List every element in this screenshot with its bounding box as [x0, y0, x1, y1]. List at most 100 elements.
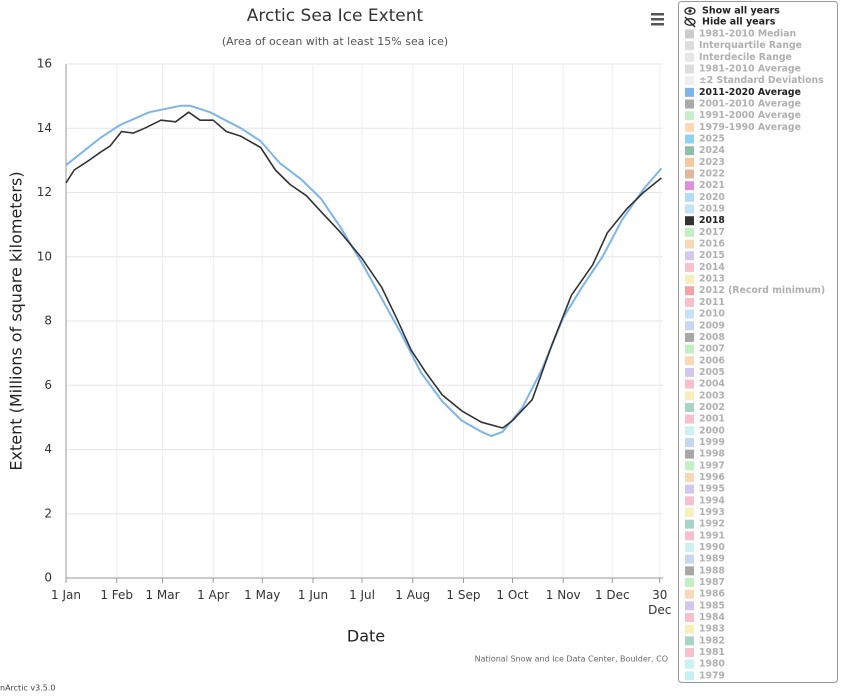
legend-label[interactable]: 2016: [699, 239, 725, 250]
legend-label[interactable]: 2010: [699, 309, 725, 320]
legend-item[interactable]: 2012 (Record minimum): [685, 285, 825, 296]
legend-item[interactable]: 2015: [685, 250, 725, 261]
legend-item[interactable]: 2017: [685, 227, 725, 238]
legend-label[interactable]: 1991: [699, 530, 725, 541]
legend-item[interactable]: 2005: [685, 367, 725, 378]
legend-label[interactable]: 2008: [699, 332, 725, 343]
menu-button[interactable]: [645, 8, 669, 30]
legend-label[interactable]: 1980: [699, 659, 725, 670]
legend-label[interactable]: 1988: [699, 565, 725, 576]
legend-label[interactable]: 2000: [699, 425, 725, 436]
legend-item[interactable]: 1986: [685, 589, 725, 600]
legend-item[interactable]: 1982: [685, 635, 725, 646]
legend-item[interactable]: 2022: [685, 169, 725, 180]
legend-item[interactable]: 1998: [685, 449, 725, 460]
legend-label[interactable]: 1993: [699, 507, 725, 518]
legend-label[interactable]: 2004: [699, 379, 725, 390]
legend-item[interactable]: 1984: [685, 612, 725, 623]
legend-label[interactable]: 2022: [699, 169, 725, 180]
legend-label[interactable]: 1985: [699, 600, 725, 611]
legend-item[interactable]: ±2 Standard Deviations: [685, 75, 824, 86]
legend-label[interactable]: 2024: [699, 145, 725, 156]
legend-item[interactable]: 2021: [685, 180, 725, 191]
legend-label[interactable]: ±2 Standard Deviations: [699, 75, 824, 86]
legend-item[interactable]: 2001: [685, 414, 725, 425]
legend-label[interactable]: 1997: [699, 460, 725, 471]
legend-label[interactable]: 2021: [699, 180, 725, 191]
legend-item[interactable]: Interquartile Range: [685, 40, 802, 51]
hide-all-label[interactable]: Hide all years: [702, 17, 776, 28]
legend-label[interactable]: 1989: [699, 554, 725, 565]
legend-label[interactable]: 2014: [699, 262, 725, 273]
legend-label[interactable]: 2006: [699, 355, 725, 366]
legend-item[interactable]: 1989: [685, 554, 725, 565]
legend-item[interactable]: 1980: [685, 659, 725, 670]
legend-item[interactable]: 2011-2020 Average: [685, 87, 801, 98]
legend-label[interactable]: 2001: [699, 414, 725, 425]
legend-item[interactable]: 2004: [685, 379, 725, 390]
legend-label[interactable]: 1986: [699, 589, 725, 600]
legend-item[interactable]: 2018: [685, 215, 725, 226]
legend-label[interactable]: 1983: [699, 624, 725, 635]
legend-item[interactable]: 2014: [685, 262, 725, 273]
legend-label[interactable]: 1999: [699, 437, 725, 448]
legend-label[interactable]: 2018: [699, 215, 725, 226]
legend-item[interactable]: 1993: [685, 507, 725, 518]
legend-item[interactable]: 1983: [685, 624, 725, 635]
show-all[interactable]: Show all years: [684, 6, 780, 17]
legend-label[interactable]: 1990: [699, 542, 725, 553]
legend-label[interactable]: Interquartile Range: [699, 40, 802, 51]
legend-label[interactable]: 2012 (Record minimum): [699, 285, 825, 296]
legend-item[interactable]: 2007: [685, 344, 725, 355]
legend-item[interactable]: 1981-2010 Median: [685, 29, 796, 40]
legend-item[interactable]: 2008: [685, 332, 725, 343]
legend-item[interactable]: 2003: [685, 390, 725, 401]
legend-label[interactable]: 1982: [699, 635, 725, 646]
legend-item[interactable]: 1991: [685, 530, 725, 541]
legend-label[interactable]: 2019: [699, 204, 725, 215]
legend-item[interactable]: 1979: [685, 670, 725, 681]
legend-label[interactable]: 2023: [699, 157, 725, 168]
legend-item[interactable]: 2000: [685, 425, 725, 436]
legend-label[interactable]: 1981: [699, 647, 725, 658]
legend-label[interactable]: 1979: [699, 670, 725, 681]
legend-label[interactable]: 2005: [699, 367, 725, 378]
legend-label[interactable]: 2001-2010 Average: [699, 99, 801, 110]
legend-label[interactable]: 1996: [699, 472, 725, 483]
legend-item[interactable]: 1981: [685, 647, 725, 658]
legend-label[interactable]: 1998: [699, 449, 725, 460]
legend-item[interactable]: 1988: [685, 565, 725, 576]
legend-item[interactable]: 1995: [685, 484, 725, 495]
legend-label[interactable]: 1981-2010 Median: [699, 29, 796, 40]
legend-label[interactable]: 2013: [699, 274, 725, 285]
legend-label[interactable]: 2020: [699, 192, 725, 203]
legend-item[interactable]: 2013: [685, 274, 725, 285]
legend-label[interactable]: 2007: [699, 344, 725, 355]
legend-label[interactable]: 2015: [699, 250, 725, 261]
legend-item[interactable]: 2001-2010 Average: [685, 99, 801, 110]
legend-item[interactable]: 2002: [685, 402, 725, 413]
legend-label[interactable]: 2011-2020 Average: [699, 87, 801, 98]
legend-item[interactable]: 2020: [685, 192, 725, 203]
legend-item[interactable]: 2024: [685, 145, 725, 156]
legend-item[interactable]: Interdecile Range: [685, 52, 792, 63]
legend-item[interactable]: 2006: [685, 355, 725, 366]
legend-label[interactable]: 1979-1990 Average: [699, 122, 801, 133]
legend-label[interactable]: 1995: [699, 484, 725, 495]
legend-item[interactable]: 1981-2010 Average: [685, 64, 801, 75]
legend-item[interactable]: 2011: [685, 297, 725, 308]
legend-label[interactable]: 2003: [699, 390, 725, 401]
legend-item[interactable]: 2025: [685, 134, 725, 145]
legend-label[interactable]: 2025: [699, 134, 725, 145]
show-all-label[interactable]: Show all years: [702, 6, 780, 17]
legend-label[interactable]: 1994: [699, 495, 725, 506]
legend-label[interactable]: Interdecile Range: [699, 52, 792, 63]
legend-item[interactable]: 2016: [685, 239, 725, 250]
legend-label[interactable]: 2017: [699, 227, 725, 238]
legend-item[interactable]: 1999: [685, 437, 725, 448]
legend-item[interactable]: 1979-1990 Average: [685, 122, 801, 133]
legend-item[interactable]: 1990: [685, 542, 725, 553]
legend-item[interactable]: 1997: [685, 460, 725, 471]
legend-item[interactable]: 2019: [685, 204, 725, 215]
legend-label[interactable]: 1981-2010 Average: [699, 64, 801, 75]
